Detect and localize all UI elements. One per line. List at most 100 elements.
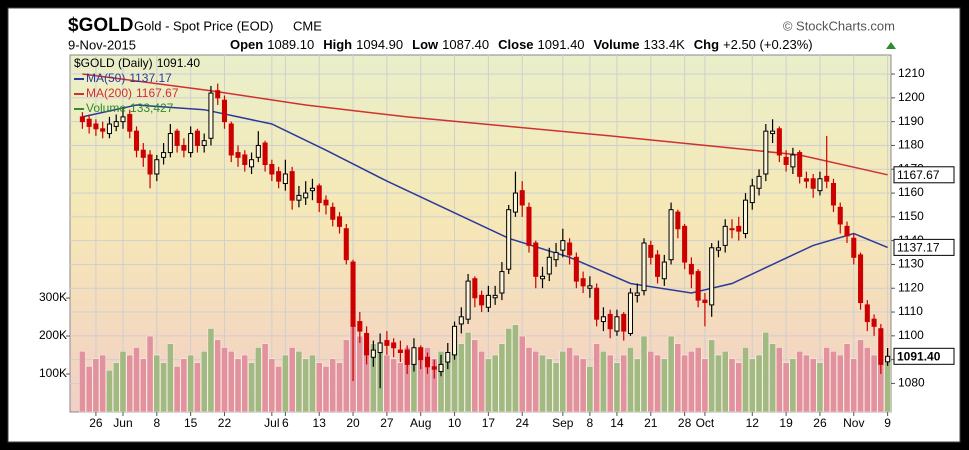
- candle-body: [296, 194, 302, 201]
- y-tick-label: 1130: [898, 257, 924, 271]
- x-tick-label: Sep: [552, 416, 574, 430]
- y2-tick-label: 100K: [39, 366, 67, 380]
- candle-body: [587, 285, 593, 289]
- volume-bar: [613, 362, 621, 413]
- volume-bar: [579, 358, 587, 413]
- y-tick-label: 1210: [898, 66, 925, 80]
- candle-body: [803, 178, 809, 182]
- volume-bar: [491, 354, 499, 413]
- x-tick-label: 19: [779, 416, 793, 430]
- y-tick-label: 1180: [898, 138, 924, 152]
- y-tick-label: 1160: [898, 185, 924, 199]
- volume-bar: [586, 366, 594, 413]
- ma-line: [82, 104, 888, 294]
- candle-body: [533, 242, 539, 277]
- volume-bar: [214, 339, 221, 413]
- x-tick-label: 6: [282, 416, 289, 430]
- volume-bar: [471, 339, 479, 413]
- candle-body: [336, 216, 343, 227]
- volume-bar: [356, 335, 364, 413]
- stat-value: 1091.40: [538, 37, 585, 52]
- candle-body: [499, 271, 505, 294]
- candle-body: [607, 313, 613, 330]
- volume-bar: [512, 324, 519, 413]
- legend-value: 1167.67: [136, 86, 179, 100]
- volume-bar: [383, 354, 391, 413]
- candle-body: [79, 116, 85, 123]
- x-tick-label: Jun: [113, 416, 132, 430]
- candle-body: [391, 342, 397, 349]
- x-tick-label: Nov: [843, 416, 864, 430]
- volume-bar: [559, 351, 567, 413]
- candle-body: [830, 183, 837, 206]
- volume-bar: [180, 358, 188, 413]
- candle-body: [113, 121, 119, 127]
- volume-bar: [830, 351, 837, 413]
- volume-bar: [261, 343, 269, 413]
- volume-bar: [782, 362, 790, 413]
- volume-bar: [437, 351, 445, 413]
- candle-body: [871, 318, 877, 327]
- candle-body: [695, 271, 701, 301]
- candle-body: [438, 363, 444, 373]
- candle-body: [600, 316, 606, 323]
- candle-body: [269, 163, 275, 175]
- candle-body: [445, 352, 451, 363]
- candle-body: [776, 128, 782, 156]
- volume-bar: [79, 351, 86, 413]
- volume-bar: [140, 358, 147, 413]
- volume-bar: [248, 362, 255, 413]
- y-tick-label: 1110: [898, 304, 923, 318]
- candle-body: [506, 209, 512, 270]
- candle-body: [770, 130, 776, 135]
- volume-bar: [485, 358, 492, 413]
- volume-bar: [674, 343, 682, 413]
- candle-body: [147, 154, 153, 175]
- candle-body: [546, 256, 552, 275]
- volume-bar: [153, 354, 161, 413]
- volume-bar: [566, 347, 573, 413]
- candle-body: [472, 278, 478, 299]
- candle-body: [289, 171, 295, 201]
- candle-body: [276, 171, 282, 182]
- legend: $GOLD (Daily) 1091.40 MA(50) 1137.17MA(200)…: [74, 56, 200, 115]
- stat-value: 1089.10: [267, 37, 314, 52]
- volume-bar: [187, 354, 194, 413]
- candle-body: [249, 159, 255, 168]
- candle-body: [316, 185, 322, 204]
- candle-body: [86, 118, 92, 127]
- volume-bar: [288, 347, 296, 413]
- volume-bar: [106, 370, 113, 413]
- volume-bar: [241, 354, 249, 413]
- stat-label: Open: [230, 37, 263, 52]
- candle-body: [174, 130, 180, 146]
- candle-body: [729, 228, 735, 231]
- volume-bar: [749, 358, 756, 413]
- legend-entry: MA(50) 1137.17: [86, 71, 172, 85]
- candle-body: [242, 154, 248, 165]
- volume-bar: [593, 343, 600, 413]
- volume-bar: [390, 358, 397, 413]
- candle-body: [133, 130, 140, 151]
- candle-body: [742, 199, 749, 234]
- date: 9-Nov-2015: [68, 37, 136, 52]
- volume-bar: [336, 362, 343, 413]
- candle-body: [384, 340, 390, 346]
- y-tick-label: 1200: [898, 90, 925, 104]
- volume-bar: [397, 362, 404, 413]
- volume-bar: [837, 354, 844, 413]
- volume-bar: [789, 358, 797, 413]
- volume-bar: [458, 343, 465, 413]
- volume-bar: [295, 351, 303, 413]
- volume-bar: [552, 362, 560, 413]
- volume-bar: [221, 347, 228, 413]
- volume-bar: [85, 366, 93, 413]
- candle-body: [539, 275, 546, 280]
- candle-body: [858, 254, 864, 304]
- legend-value: 1091.40: [157, 56, 201, 70]
- y-tick-label: 1150: [898, 209, 924, 223]
- volume-bar: [640, 335, 648, 413]
- candle-body: [350, 261, 356, 327]
- candle-body: [100, 128, 106, 132]
- legend-name: $GOLD (Daily): [74, 56, 153, 70]
